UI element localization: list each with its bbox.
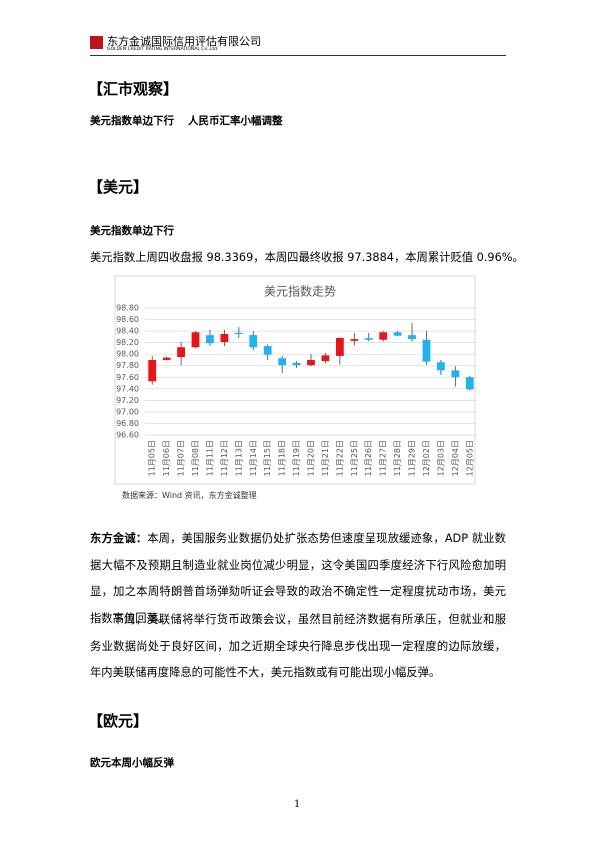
x-tick-label: 11月21日 (321, 440, 330, 476)
x-tick-label: 11月27日 (379, 440, 388, 476)
candle-body (350, 339, 359, 341)
chart: 美元指数走势 96.60 96.80 97.00 97.20 97.40 97.60 97.… (114, 275, 477, 485)
section-heading: 【欧元】 (88, 712, 149, 730)
paragraph: 下周，美联储将举行货币政策会议，虽然目前经济数据有所承压，但就业和服务业数据尚处… (90, 613, 506, 680)
candle-body (278, 358, 287, 366)
x-tick-label: 11月07日 (177, 440, 186, 476)
x-tick-label: 11月26日 (364, 440, 373, 476)
candle-body (263, 346, 272, 355)
x-tick-label: 11月22日 (335, 440, 344, 476)
x-tick-label: 12月02日 (422, 440, 431, 476)
subheading: 人民币汇率小幅调整 (188, 115, 283, 127)
x-tick-label: 11月29日 (408, 440, 417, 476)
section-heading: 【汇市观察】 (88, 80, 179, 98)
logo (90, 36, 103, 49)
y-tick-label: 98.20 (116, 338, 139, 347)
candle-body (451, 370, 460, 378)
candle-body (249, 335, 258, 348)
y-tick-label: 97.00 (116, 407, 139, 416)
page-number: 1 (294, 799, 301, 810)
source-note: 数据来源：Wind 资讯，东方金诚整理 (122, 491, 257, 500)
candle-body (191, 332, 200, 348)
candle-body (437, 362, 445, 371)
subheading: 欧元本周小幅反弹 (90, 757, 174, 769)
candle-body (321, 355, 330, 362)
x-tick-label: 11月28日 (393, 440, 402, 476)
y-tick-label: 97.80 (116, 361, 139, 370)
x-tick-label: 11月25日 (350, 440, 359, 476)
x-tick-label: 11月06日 (162, 440, 171, 476)
y-tick-label: 98.00 (116, 350, 139, 359)
subheading: 美元指数单边下行 (90, 225, 174, 237)
candle-body (220, 333, 229, 343)
y-tick-label: 97.20 (116, 396, 139, 405)
chart-frame (114, 275, 476, 485)
company-name: 东方金诚国际信用评估有限公司 (107, 35, 261, 48)
candle-body (206, 335, 214, 344)
y-tick-label: 98.60 (116, 315, 139, 324)
x-tick-label: 11月19日 (292, 440, 301, 476)
section-heading: 【美元】 (88, 178, 149, 196)
x-tick-label: 11月12日 (220, 440, 229, 476)
x-tick-label: 12月04日 (451, 440, 460, 476)
candle-body (379, 332, 388, 340)
candle-body (148, 359, 157, 382)
subheading: 美元指数单边下行 (90, 115, 174, 127)
x-tick-label: 11月18日 (278, 440, 287, 476)
x-tick-label: 11月13日 (234, 440, 243, 476)
candle-body (292, 362, 301, 366)
x-tick-label: 11月11日 (205, 440, 214, 476)
candle-body (364, 338, 373, 340)
paragraph: 美元指数上周四收盘报 98.3369，本周四最终收报 97.3884，本周累计贬… (90, 251, 524, 264)
x-tick-label: 11月14日 (249, 440, 258, 476)
candle-body (177, 347, 185, 358)
candle-body (422, 339, 431, 362)
y-tick-label: 98.80 (116, 304, 139, 313)
y-tick-label: 96.80 (116, 419, 139, 428)
candle-body (307, 359, 315, 366)
chart-title: 美元指数走势 (264, 284, 336, 299)
x-tick-label: 11月20日 (307, 440, 316, 476)
x-tick-label: 11月08日 (191, 440, 200, 476)
y-tick-label: 97.40 (116, 384, 139, 393)
x-tick-label: 11月15日 (263, 440, 272, 476)
paragraph: 东方金诚：本周，美国服务业数据仍处扩张态势但速度呈现放缓迹象，ADP 就业数据大… (90, 526, 506, 633)
candle-body (162, 357, 171, 360)
commentary: 本周，美国服务业数据仍处扩张态势但速度呈现放缓迹象，ADP 就业数据大幅不及预期… (90, 532, 506, 626)
company-name-en: GOLDEN CREDIT RATING INTERNATIONAL Co.,L… (107, 47, 219, 52)
candle-body (465, 377, 474, 390)
candle-body (408, 335, 416, 340)
y-tick-label: 98.40 (116, 327, 139, 336)
x-tick-label: 11月05日 (148, 440, 157, 476)
candle-body (393, 332, 402, 336)
y-tick-label: 97.60 (116, 373, 139, 382)
y-tick-label: 96.60 (116, 431, 139, 440)
x-tick-label: 12月03日 (436, 440, 445, 476)
header-rule (90, 55, 506, 56)
x-tick-label: 12月05日 (465, 440, 474, 476)
candle-body (335, 338, 344, 356)
candle-body (234, 332, 243, 334)
commentary-label: 东方金诚： (90, 532, 148, 545)
